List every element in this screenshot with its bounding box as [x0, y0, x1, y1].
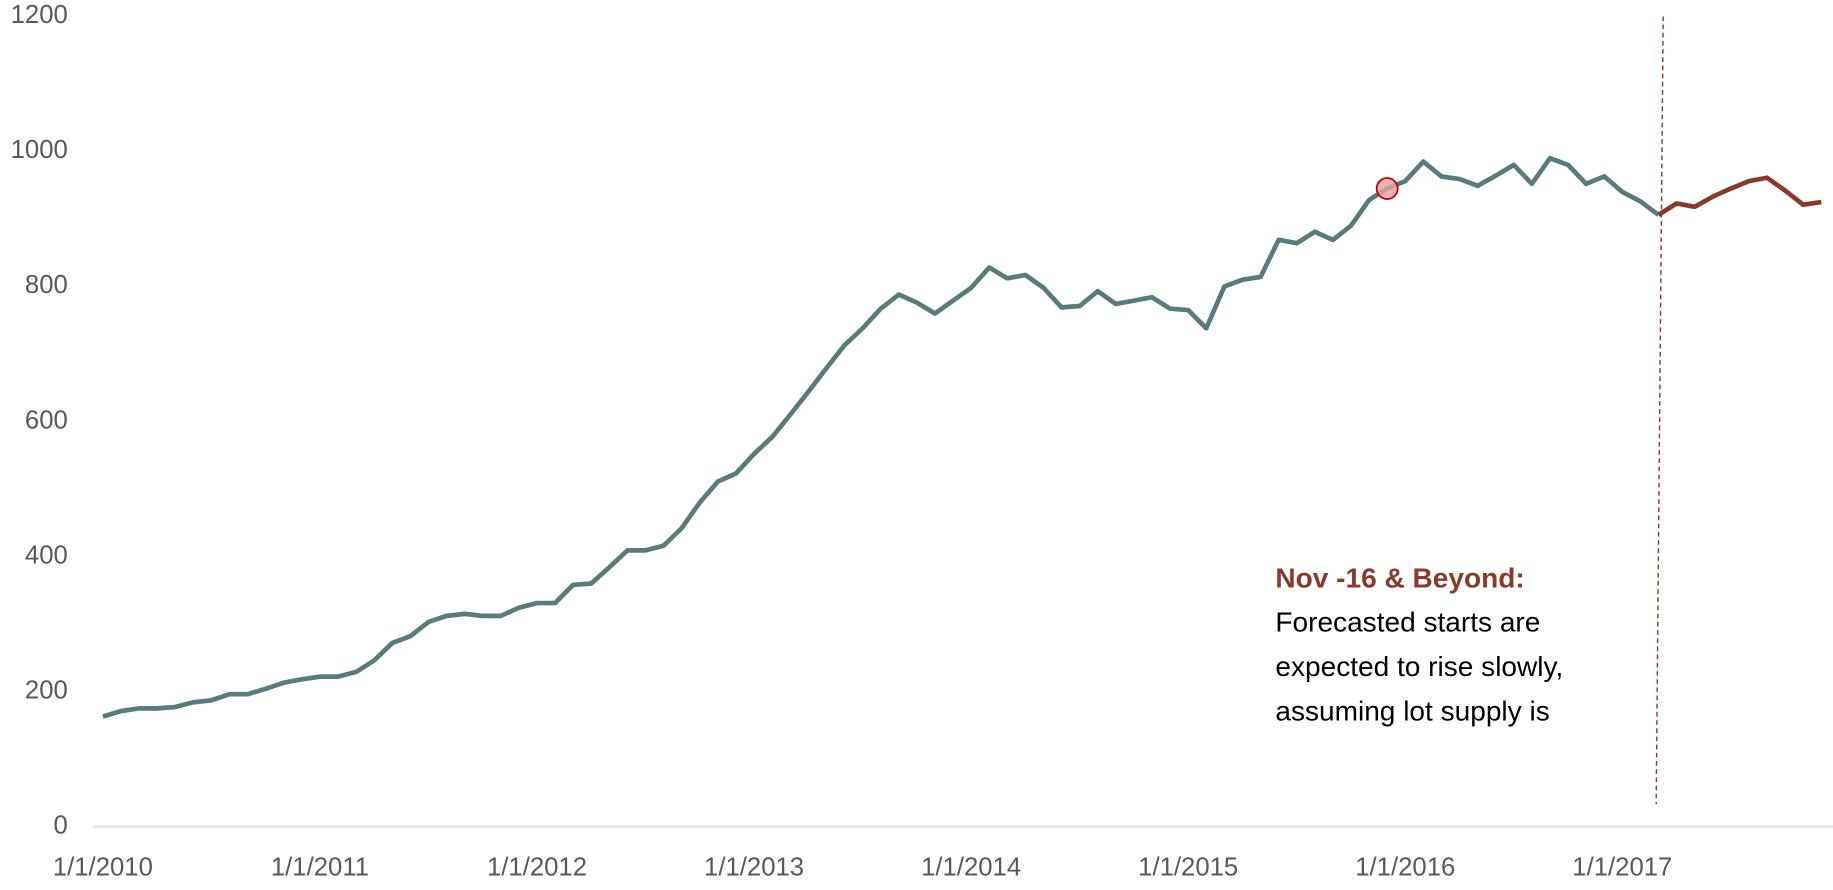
- x-tick-label: 1/1/2014: [921, 853, 1021, 881]
- series-line: [102, 155, 1660, 719]
- y-tick-label: 0: [54, 811, 68, 839]
- y-tick-label: 1200: [11, 1, 68, 29]
- annotation-title: Nov -16 & Beyond:: [1275, 562, 1524, 593]
- highlight-point: [1375, 177, 1399, 200]
- y-tick-label: 1000: [11, 136, 68, 164]
- x-tick-label: 1/1/2011: [271, 853, 369, 881]
- annotation-text: assuming lot supply is: [1275, 696, 1549, 727]
- x-tick-label: 1/1/2012: [487, 853, 587, 881]
- x-tick-label: 1/1/2015: [1138, 853, 1238, 881]
- x-tick-label: 1/1/2016: [1355, 853, 1455, 881]
- y-tick-label: 800: [25, 271, 68, 299]
- annotation-text: Forecasted starts are: [1275, 607, 1540, 638]
- y-tick-label: 400: [25, 541, 68, 569]
- forecast-divider: [1655, 16, 1664, 805]
- y-tick-label: 200: [25, 676, 68, 704]
- x-tick-label: 1/1/2017: [1572, 853, 1672, 881]
- series-line: [1657, 175, 1822, 217]
- annotation-text: expected to rise slowly,: [1275, 651, 1563, 682]
- x-tick-label: 1/1/2013: [704, 853, 804, 881]
- x-tick-label: 1/1/2010: [53, 853, 153, 881]
- y-tick-label: 600: [25, 406, 68, 434]
